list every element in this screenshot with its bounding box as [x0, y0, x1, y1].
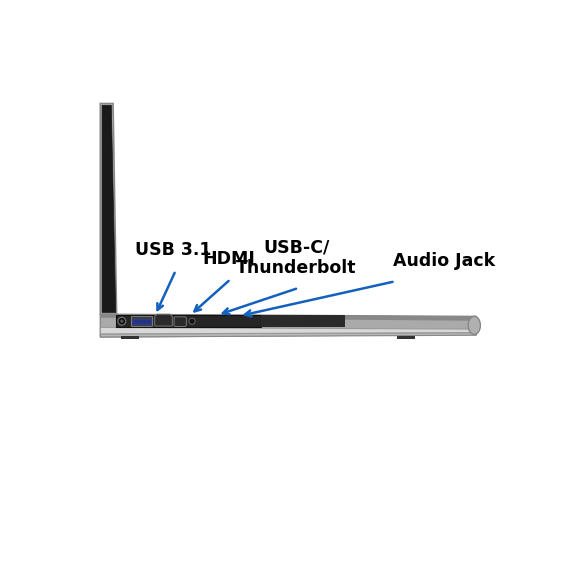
Text: USB 3.1: USB 3.1	[135, 241, 212, 259]
Polygon shape	[100, 314, 477, 337]
Bar	[397, 336, 415, 339]
Text: USB-C/
Thunderbolt: USB-C/ Thunderbolt	[236, 239, 357, 277]
Ellipse shape	[468, 316, 481, 335]
Polygon shape	[154, 314, 172, 326]
Polygon shape	[100, 104, 116, 314]
Text: HDMI: HDMI	[202, 250, 255, 268]
Circle shape	[120, 320, 124, 323]
Polygon shape	[100, 333, 477, 337]
Polygon shape	[262, 315, 345, 327]
Polygon shape	[100, 314, 477, 321]
Polygon shape	[100, 327, 477, 334]
Polygon shape	[102, 105, 116, 312]
Bar	[121, 336, 139, 339]
Text: Audio Jack: Audio Jack	[393, 253, 495, 270]
Circle shape	[189, 318, 195, 324]
Polygon shape	[116, 315, 262, 327]
Bar	[132, 320, 151, 324]
Bar	[131, 316, 152, 326]
Circle shape	[118, 317, 126, 325]
FancyBboxPatch shape	[174, 317, 186, 327]
